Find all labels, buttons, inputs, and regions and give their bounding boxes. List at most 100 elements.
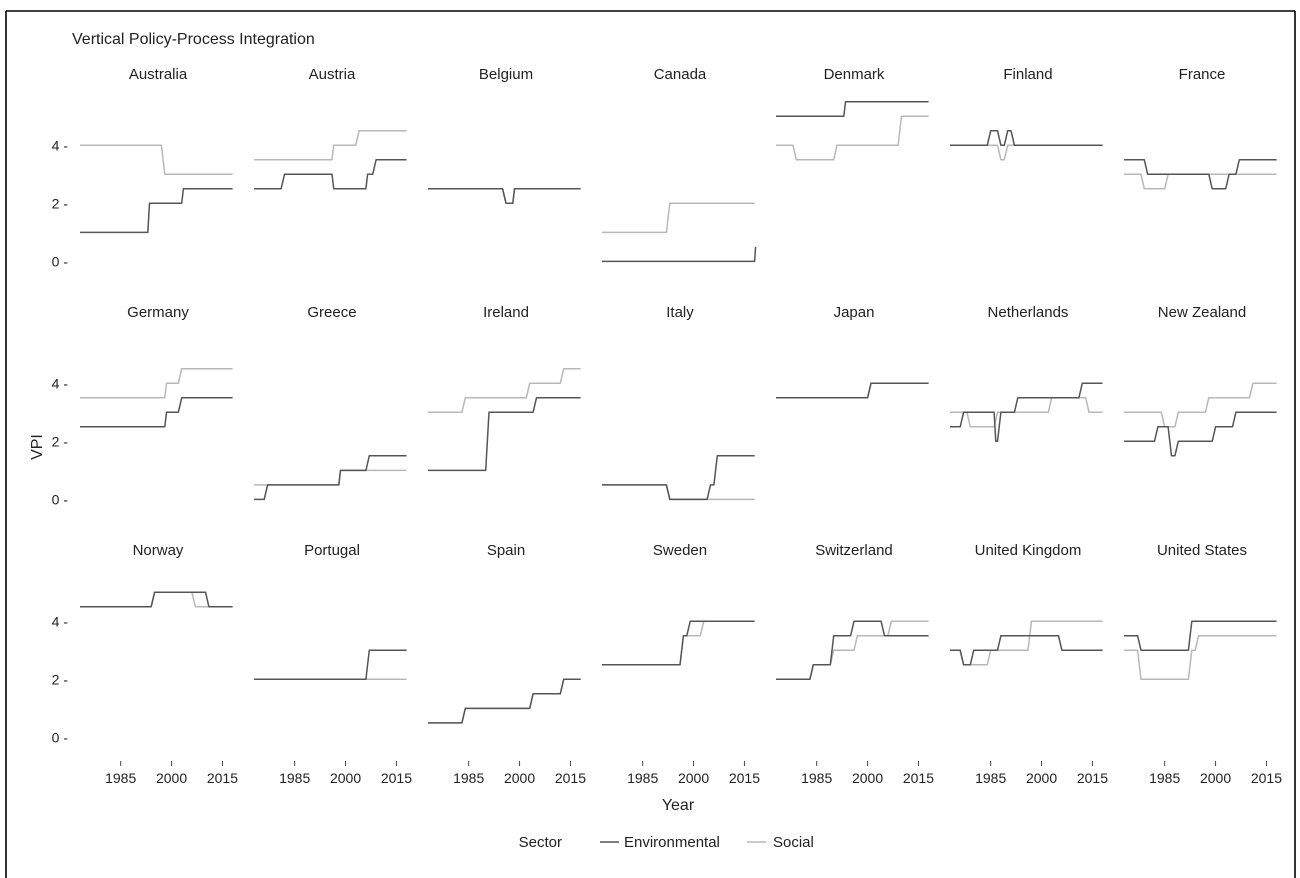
- facet-spain: Spain: [428, 542, 581, 724]
- x-tick-label: 2000: [504, 770, 535, 786]
- facet-label: United Kingdom: [975, 542, 1082, 559]
- facet-label: Ireland: [483, 304, 529, 321]
- x-tick-label: 1985: [279, 770, 310, 786]
- facet-portugal: Portugal: [254, 542, 407, 681]
- facet-belgium: Belgium: [428, 66, 581, 205]
- facet-label: Norway: [133, 542, 184, 559]
- legend: Sector Environmental Social: [519, 834, 814, 851]
- series-line-social: [950, 397, 1103, 428]
- facet-label: Spain: [487, 542, 525, 559]
- series-line-environmental: [254, 649, 407, 681]
- legend-label-social: Social: [773, 834, 814, 851]
- x-tick-label: 2000: [330, 770, 361, 786]
- y-tick-label: 4 -: [52, 137, 69, 153]
- series-line-social: [602, 484, 755, 501]
- x-tick-label: 1985: [453, 770, 484, 786]
- series-line-social: [1124, 173, 1277, 190]
- facet-denmark: Denmark: [776, 66, 929, 161]
- x-tick-label: 1985: [975, 770, 1006, 786]
- y-tick-label: 4 -: [52, 375, 69, 391]
- series-line-social: [776, 115, 929, 161]
- y-tick-label: 0 -: [52, 253, 69, 269]
- series-line-environmental: [428, 188, 581, 205]
- y-tick-label: 4 -: [52, 613, 69, 629]
- x-tick-label: 2015: [903, 770, 934, 786]
- facet-label: Belgium: [479, 66, 533, 83]
- facet-label: Italy: [666, 304, 694, 321]
- facet-label: Switzerland: [815, 542, 893, 559]
- series-line-environmental: [776, 620, 929, 681]
- x-axis-title: Year: [662, 797, 695, 814]
- facet-france: France: [1124, 66, 1277, 190]
- series-line-environmental: [1124, 159, 1277, 190]
- series-line-social: [602, 620, 755, 666]
- facet-united-states: United States: [1124, 542, 1277, 681]
- series-line-environmental: [428, 397, 581, 472]
- facet-label: Portugal: [304, 542, 360, 559]
- facet-germany: Germany: [80, 304, 233, 428]
- series-line-social: [1124, 635, 1277, 681]
- facet-label: Netherlands: [988, 304, 1069, 321]
- series-line-social: [1124, 382, 1277, 428]
- y-tick-label: 0 -: [52, 491, 69, 507]
- facet-netherlands: Netherlands: [950, 304, 1103, 443]
- x-tick-label: 2000: [678, 770, 709, 786]
- facet-label: Australia: [129, 66, 188, 83]
- facet-label: Greece: [307, 304, 356, 321]
- series-line-social: [950, 620, 1103, 666]
- y-tick-label: 2 -: [52, 433, 69, 449]
- series-line-social: [950, 144, 1103, 161]
- facet-united-kingdom: United Kingdom: [950, 542, 1103, 666]
- series-line-environmental: [602, 455, 755, 501]
- facet-sweden: Sweden: [602, 542, 755, 666]
- facet-italy: Italy: [602, 304, 755, 501]
- facet-grid: Australia Austria Belgium Canada Denmark Finl…: [80, 66, 1277, 724]
- series-line-environmental: [950, 129, 1103, 147]
- facet-finland: Finland: [950, 66, 1103, 161]
- series-line-environmental: [80, 591, 233, 608]
- facet-canada: Canada: [602, 66, 757, 263]
- facet-new-zealand: New Zealand: [1124, 304, 1277, 457]
- facet-austria: Austria: [254, 66, 407, 190]
- series-line-environmental: [950, 382, 1103, 443]
- facet-label: United States: [1157, 542, 1247, 559]
- y-tick-label: 0 -: [52, 729, 69, 745]
- series-line-environmental: [776, 100, 929, 117]
- facet-australia: Australia: [80, 66, 233, 234]
- facet-label: Denmark: [824, 66, 885, 83]
- series-line-environmental: [80, 188, 233, 234]
- series-line-environmental: [1124, 620, 1277, 652]
- x-tick-label: 2000: [1026, 770, 1057, 786]
- facet-label: Japan: [834, 304, 875, 321]
- y-tick-label: 2 -: [52, 671, 69, 687]
- facet-switzerland: Switzerland: [776, 542, 929, 681]
- facet-greece: Greece: [254, 304, 407, 501]
- facet-label: Germany: [127, 304, 189, 321]
- series-line-environmental: [950, 635, 1103, 666]
- x-tick-label: 2015: [1251, 770, 1282, 786]
- axes: 0 - 2 - 4 - 0 - 2 - 4 - 0 - 2 - 4 - 1985 2000 2015 1…: [52, 137, 1283, 786]
- series-line-social: [80, 144, 233, 176]
- x-tick-label: 2015: [555, 770, 586, 786]
- series-line-environmental: [254, 455, 407, 501]
- series-line-environmental: [602, 620, 755, 666]
- legend-title: Sector: [519, 834, 562, 851]
- x-tick-label: 2000: [852, 770, 883, 786]
- x-tick-label: 2000: [156, 770, 187, 786]
- series-line-social: [254, 469, 407, 486]
- x-tick-label: 1985: [801, 770, 832, 786]
- facet-label: Canada: [654, 66, 707, 83]
- y-axis-title: VPI: [29, 434, 46, 460]
- y-tick-label: 2 -: [52, 195, 69, 211]
- series-line-social: [428, 678, 581, 724]
- series-line-social: [602, 202, 755, 234]
- x-tick-label: 2015: [1077, 770, 1108, 786]
- facet-label: France: [1179, 66, 1226, 83]
- legend-label-environmental: Environmental: [624, 834, 720, 851]
- facet-label: Finland: [1003, 66, 1052, 83]
- series-line-environmental: [428, 678, 581, 724]
- facet-label: Austria: [309, 66, 356, 83]
- series-line-social: [80, 591, 233, 608]
- facet-ireland: Ireland: [428, 304, 581, 472]
